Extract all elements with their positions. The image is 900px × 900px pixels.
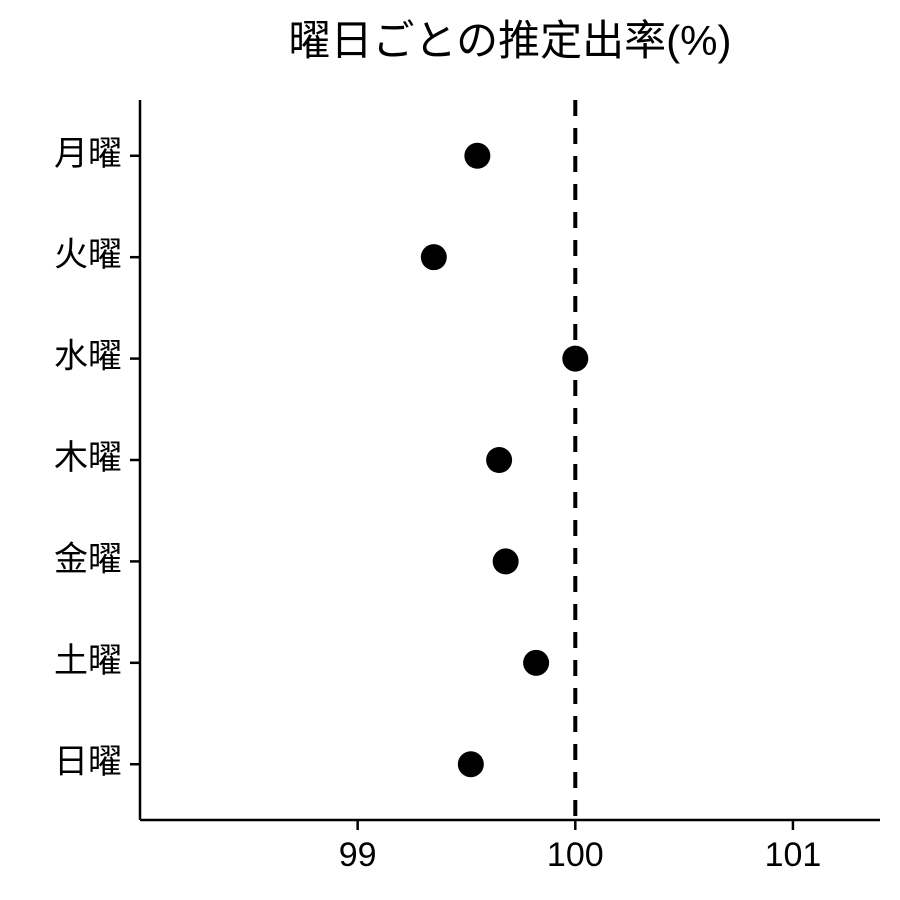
data-point	[464, 143, 490, 169]
x-tick-label: 99	[339, 836, 377, 874]
y-tick-label: 土曜	[54, 642, 122, 680]
data-point	[523, 650, 549, 676]
y-tick-label: 木曜	[54, 439, 122, 477]
chart-title: 曜日ごとの推定出率(%)	[289, 17, 732, 64]
y-tick-label: 水曜	[54, 338, 122, 376]
data-point	[562, 346, 588, 372]
chart-container: 曜日ごとの推定出率(%) 月曜火曜水曜木曜金曜土曜日曜 99 100 101	[0, 0, 900, 900]
dot-chart: 曜日ごとの推定出率(%) 月曜火曜水曜木曜金曜土曜日曜 99 100 101	[0, 0, 900, 900]
data-point	[458, 751, 484, 777]
y-tick-label: 日曜	[54, 743, 122, 781]
y-tick-label: 火曜	[54, 236, 122, 274]
y-tick-label: 月曜	[54, 135, 122, 173]
data-point	[486, 447, 512, 473]
x-tick-label: 100	[547, 836, 604, 874]
data-point	[421, 244, 447, 270]
y-tick-label: 金曜	[54, 540, 122, 578]
x-tick-label: 101	[765, 836, 822, 874]
data-point	[493, 548, 519, 574]
